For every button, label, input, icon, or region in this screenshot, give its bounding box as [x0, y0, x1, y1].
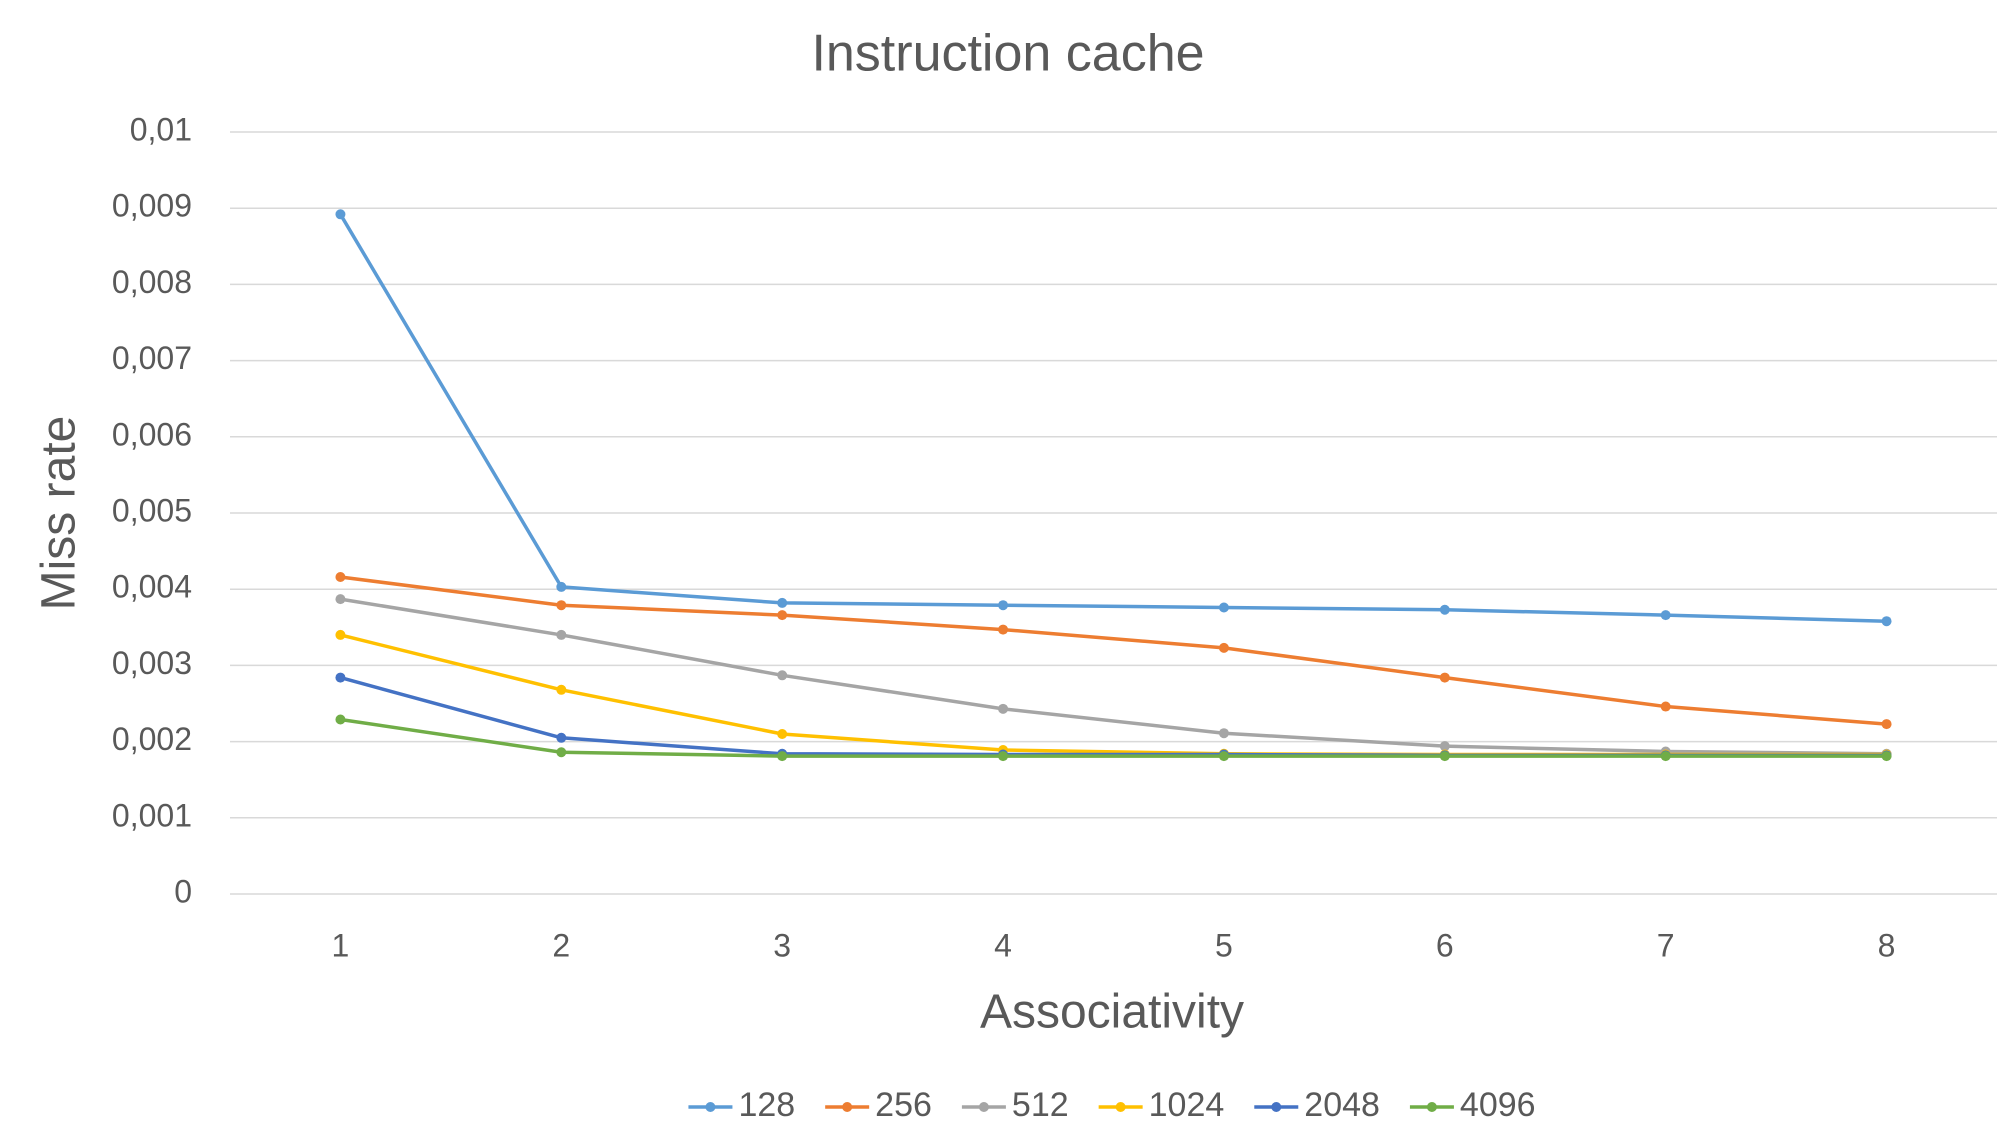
x-tick-label: 4: [994, 927, 1012, 963]
point: [556, 600, 567, 611]
point: [1660, 701, 1671, 712]
legend-dot: [1271, 1102, 1282, 1112]
x-tick-label: 2: [552, 927, 570, 963]
y-tick-label: 0,01: [130, 111, 192, 147]
point: [556, 684, 567, 695]
legend-dot: [1426, 1102, 1437, 1112]
point: [335, 572, 346, 583]
legend-dot: [842, 1102, 853, 1112]
legend-label: 512: [1012, 1086, 1069, 1124]
y-tick-label: 0,008: [112, 264, 192, 300]
series-line: [339, 675, 1887, 758]
x-axis-title: Associativity: [980, 986, 1244, 1039]
point: [1439, 751, 1450, 762]
legend-dot: [978, 1102, 989, 1112]
series-line: [340, 597, 1887, 756]
legend-label: 2048: [1304, 1086, 1380, 1124]
point: [1218, 751, 1229, 762]
point: [1218, 728, 1229, 739]
point: [1439, 604, 1450, 615]
point: [1881, 616, 1892, 627]
legend-label: 4096: [1460, 1086, 1536, 1124]
legend-label: 1024: [1149, 1086, 1225, 1124]
point: [556, 747, 567, 758]
series-line: [338, 213, 1887, 623]
point: [1660, 610, 1671, 621]
y-tick-label: 0,002: [112, 721, 192, 757]
y-axis-title: Miss rate: [33, 416, 86, 611]
legend: 128 256 512 1024 2048 4096: [688, 1086, 1536, 1124]
y-tick-label: 0,001: [112, 797, 192, 833]
legend-dot: [1115, 1102, 1126, 1112]
y-tick-label: 0,004: [112, 569, 192, 605]
x-tick-label: 3: [773, 927, 791, 963]
legend-label: 128: [738, 1086, 795, 1124]
point: [998, 624, 1009, 635]
point: [777, 728, 788, 739]
legend-dot: [705, 1102, 716, 1112]
point: [1881, 751, 1892, 762]
series-line: [340, 575, 1887, 726]
x-tick-label: 5: [1215, 927, 1233, 963]
point: [1660, 751, 1671, 762]
point: [556, 581, 567, 592]
x-tick-label: 7: [1657, 927, 1675, 963]
point: [335, 209, 346, 220]
point: [998, 703, 1009, 714]
point: [998, 751, 1009, 762]
y-tick-label: 0,005: [112, 492, 192, 528]
point: [335, 629, 346, 640]
legend-label: 256: [875, 1086, 932, 1124]
point: [1881, 719, 1892, 730]
point: [335, 672, 346, 683]
point: [777, 610, 788, 621]
y-tick-label: 0: [174, 873, 192, 909]
point: [777, 751, 788, 762]
point: [1218, 642, 1229, 653]
x-tick-label: 6: [1436, 927, 1454, 963]
series-line: [340, 633, 1887, 757]
x-tick-label: 8: [1878, 927, 1896, 963]
point: [777, 597, 788, 608]
y-tick-label: 0,009: [112, 188, 192, 224]
point: [556, 629, 567, 640]
point: [335, 714, 346, 725]
point: [998, 600, 1009, 611]
series-line: [340, 717, 1887, 758]
y-tick-label: 0,003: [112, 645, 192, 681]
point: [1439, 741, 1450, 752]
chart-title: Instruction cache: [811, 25, 1204, 83]
point: [1439, 672, 1450, 683]
x-tick-label: 1: [332, 927, 350, 963]
point: [556, 732, 567, 743]
point: [335, 594, 346, 605]
y-tick-label: 0,007: [112, 340, 192, 376]
point: [1218, 602, 1229, 613]
point: [777, 670, 788, 681]
y-tick-label: 0,006: [112, 416, 192, 452]
